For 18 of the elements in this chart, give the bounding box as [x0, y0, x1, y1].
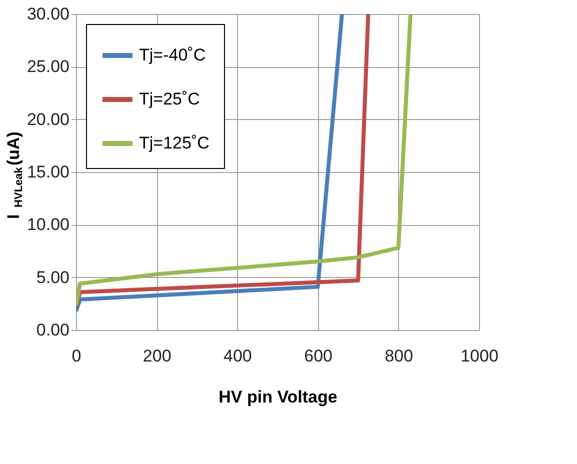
y-tick-label: 25.00: [26, 57, 70, 76]
legend-label: Tj=25˚C: [139, 90, 200, 108]
legend-label: Tj=-40˚C: [139, 46, 206, 64]
y-tick-label: 0.00: [36, 320, 70, 340]
y-tick-label: 10.00: [26, 215, 70, 234]
x-tick-label: 200: [142, 346, 172, 366]
x-axis-title: HV pin Voltage: [218, 388, 338, 406]
x-tick-label: 0: [72, 346, 82, 366]
y-tick-label: 20.00: [26, 110, 70, 129]
y-tick-label: 15.00: [26, 162, 70, 182]
y-tick-label: 5.00: [36, 268, 70, 287]
x-tick-label: 400: [224, 346, 252, 366]
y-tick-label: 30.00: [26, 4, 70, 24]
y-axis-title: IHVLeak(uA): [4, 132, 25, 219]
legend-label: Tj=125˚C: [139, 134, 210, 152]
x-tick-label: 600: [304, 346, 332, 366]
x-tick-label: 1000: [460, 346, 498, 366]
x-tick-label: 800: [384, 346, 414, 366]
